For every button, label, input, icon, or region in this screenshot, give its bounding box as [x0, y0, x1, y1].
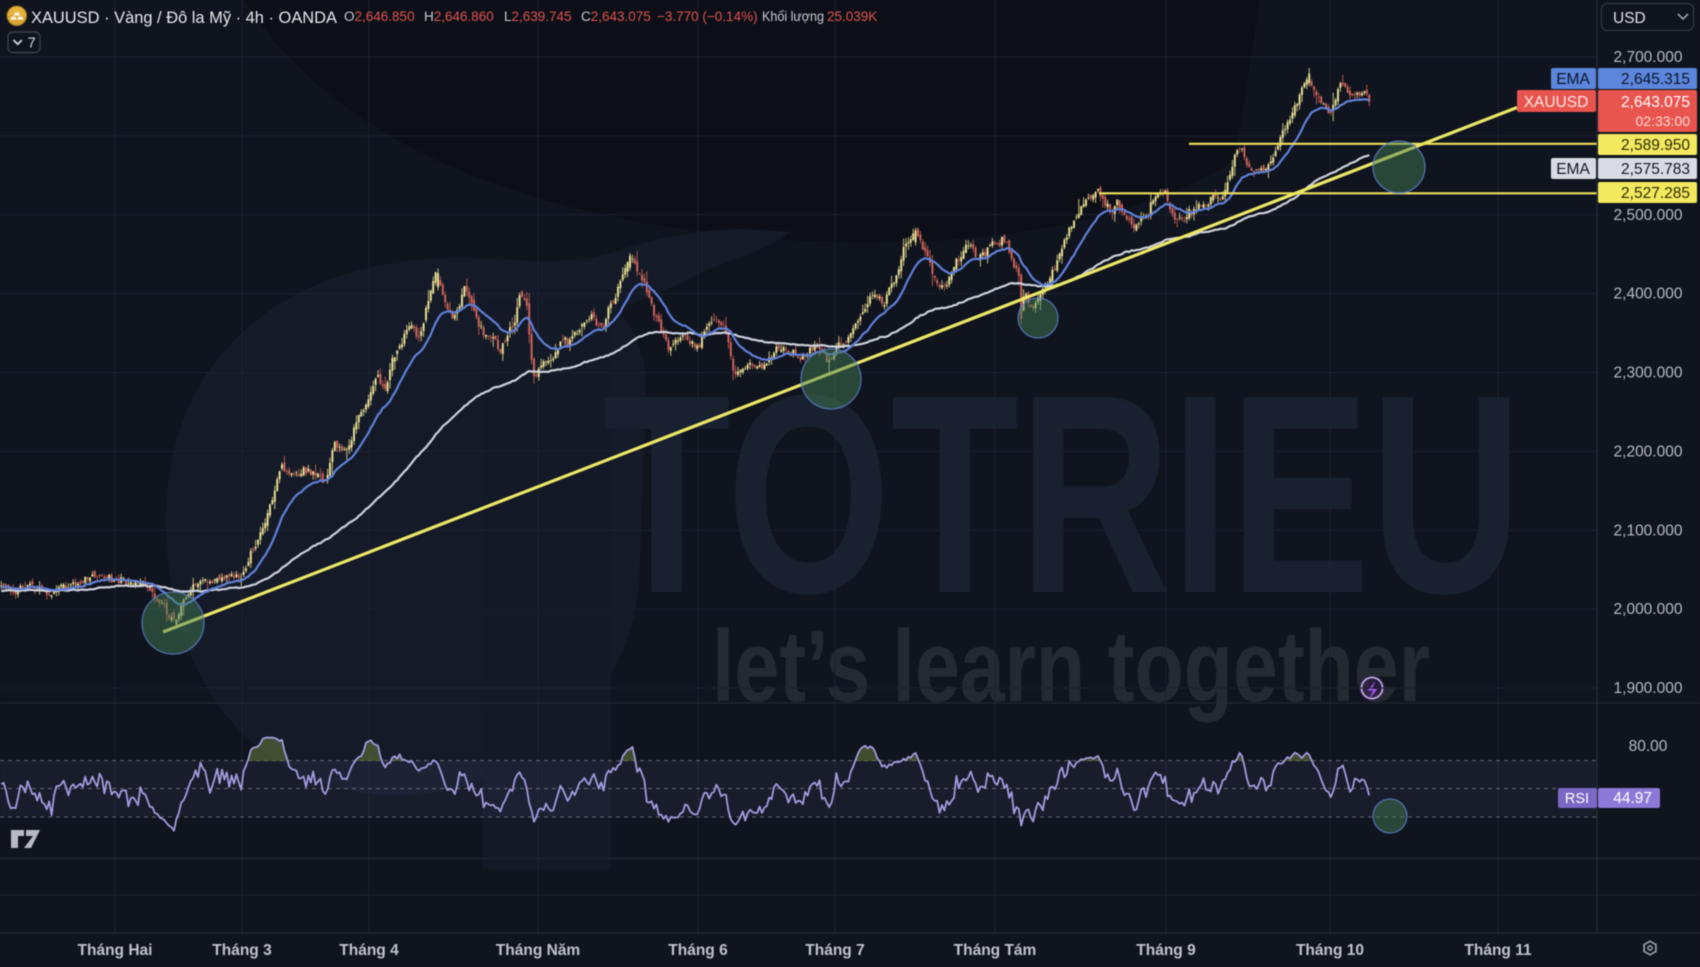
- svg-text:XAUUSD: XAUUSD: [1524, 94, 1589, 111]
- svg-text:2,300.000: 2,300.000: [1614, 365, 1683, 382]
- svg-text:2,645.315: 2,645.315: [1621, 71, 1690, 88]
- svg-text:Tháng 4: Tháng 4: [339, 942, 399, 959]
- svg-text:Tháng 6: Tháng 6: [668, 942, 728, 959]
- svg-text:Tháng 9: Tháng 9: [1136, 942, 1196, 959]
- svg-text:2,200.000: 2,200.000: [1614, 443, 1683, 460]
- svg-text:2,400.000: 2,400.000: [1614, 286, 1683, 303]
- svg-text:XAUUSD · Vàng / Đô la Mỹ · 4h: XAUUSD · Vàng / Đô la Mỹ · 4h · OANDA: [31, 8, 338, 27]
- svg-text:O2,646.850: O2,646.850: [344, 9, 415, 24]
- svg-text:Tháng 7: Tháng 7: [805, 942, 864, 959]
- svg-text:7: 7: [28, 35, 36, 52]
- svg-text:C2,643.075: C2,643.075: [581, 9, 651, 24]
- svg-text:H2,646.860: H2,646.860: [424, 9, 494, 24]
- svg-text:RSI: RSI: [1565, 791, 1589, 807]
- svg-text:2,575.783: 2,575.783: [1621, 161, 1690, 178]
- svg-text:2,700.000: 2,700.000: [1614, 49, 1683, 66]
- svg-text:USD: USD: [1613, 10, 1646, 27]
- svg-text:2,500.000: 2,500.000: [1614, 207, 1683, 224]
- svg-text:EMA: EMA: [1556, 71, 1590, 88]
- svg-text:Tháng 10: Tháng 10: [1296, 942, 1364, 959]
- svg-text:1,900.000: 1,900.000: [1614, 680, 1683, 697]
- svg-text:2,589.950: 2,589.950: [1621, 137, 1690, 154]
- svg-text:EMA: EMA: [1556, 161, 1590, 178]
- svg-text:Tháng Hai: Tháng Hai: [78, 942, 153, 959]
- svg-text:2,643.075: 2,643.075: [1621, 94, 1690, 111]
- svg-text:80.00: 80.00: [1629, 738, 1668, 755]
- svg-text:Tháng Năm: Tháng Năm: [496, 942, 580, 959]
- svg-text:−3.770 (−0.14%): −3.770 (−0.14%): [657, 9, 758, 24]
- svg-text:44.97: 44.97: [1613, 790, 1652, 807]
- svg-text:Tháng 3: Tháng 3: [212, 942, 272, 959]
- svg-text:25.039K: 25.039K: [827, 9, 877, 24]
- svg-text:2,000.000: 2,000.000: [1614, 601, 1683, 618]
- svg-text:Tháng 11: Tháng 11: [1464, 942, 1532, 959]
- svg-text:2,100.000: 2,100.000: [1614, 522, 1683, 539]
- svg-text:02:33:00: 02:33:00: [1636, 113, 1691, 129]
- svg-text:L2,639.745: L2,639.745: [504, 9, 572, 24]
- svg-text:2,527.285: 2,527.285: [1621, 185, 1690, 202]
- svg-text:Khối lượng: Khối lượng: [762, 9, 824, 24]
- svg-text:TOTRIEU: TOTRIEU: [602, 336, 1522, 652]
- svg-text:Tháng Tám: Tháng Tám: [954, 942, 1037, 959]
- svg-text:let’s learn together: let’s learn together: [712, 611, 1430, 723]
